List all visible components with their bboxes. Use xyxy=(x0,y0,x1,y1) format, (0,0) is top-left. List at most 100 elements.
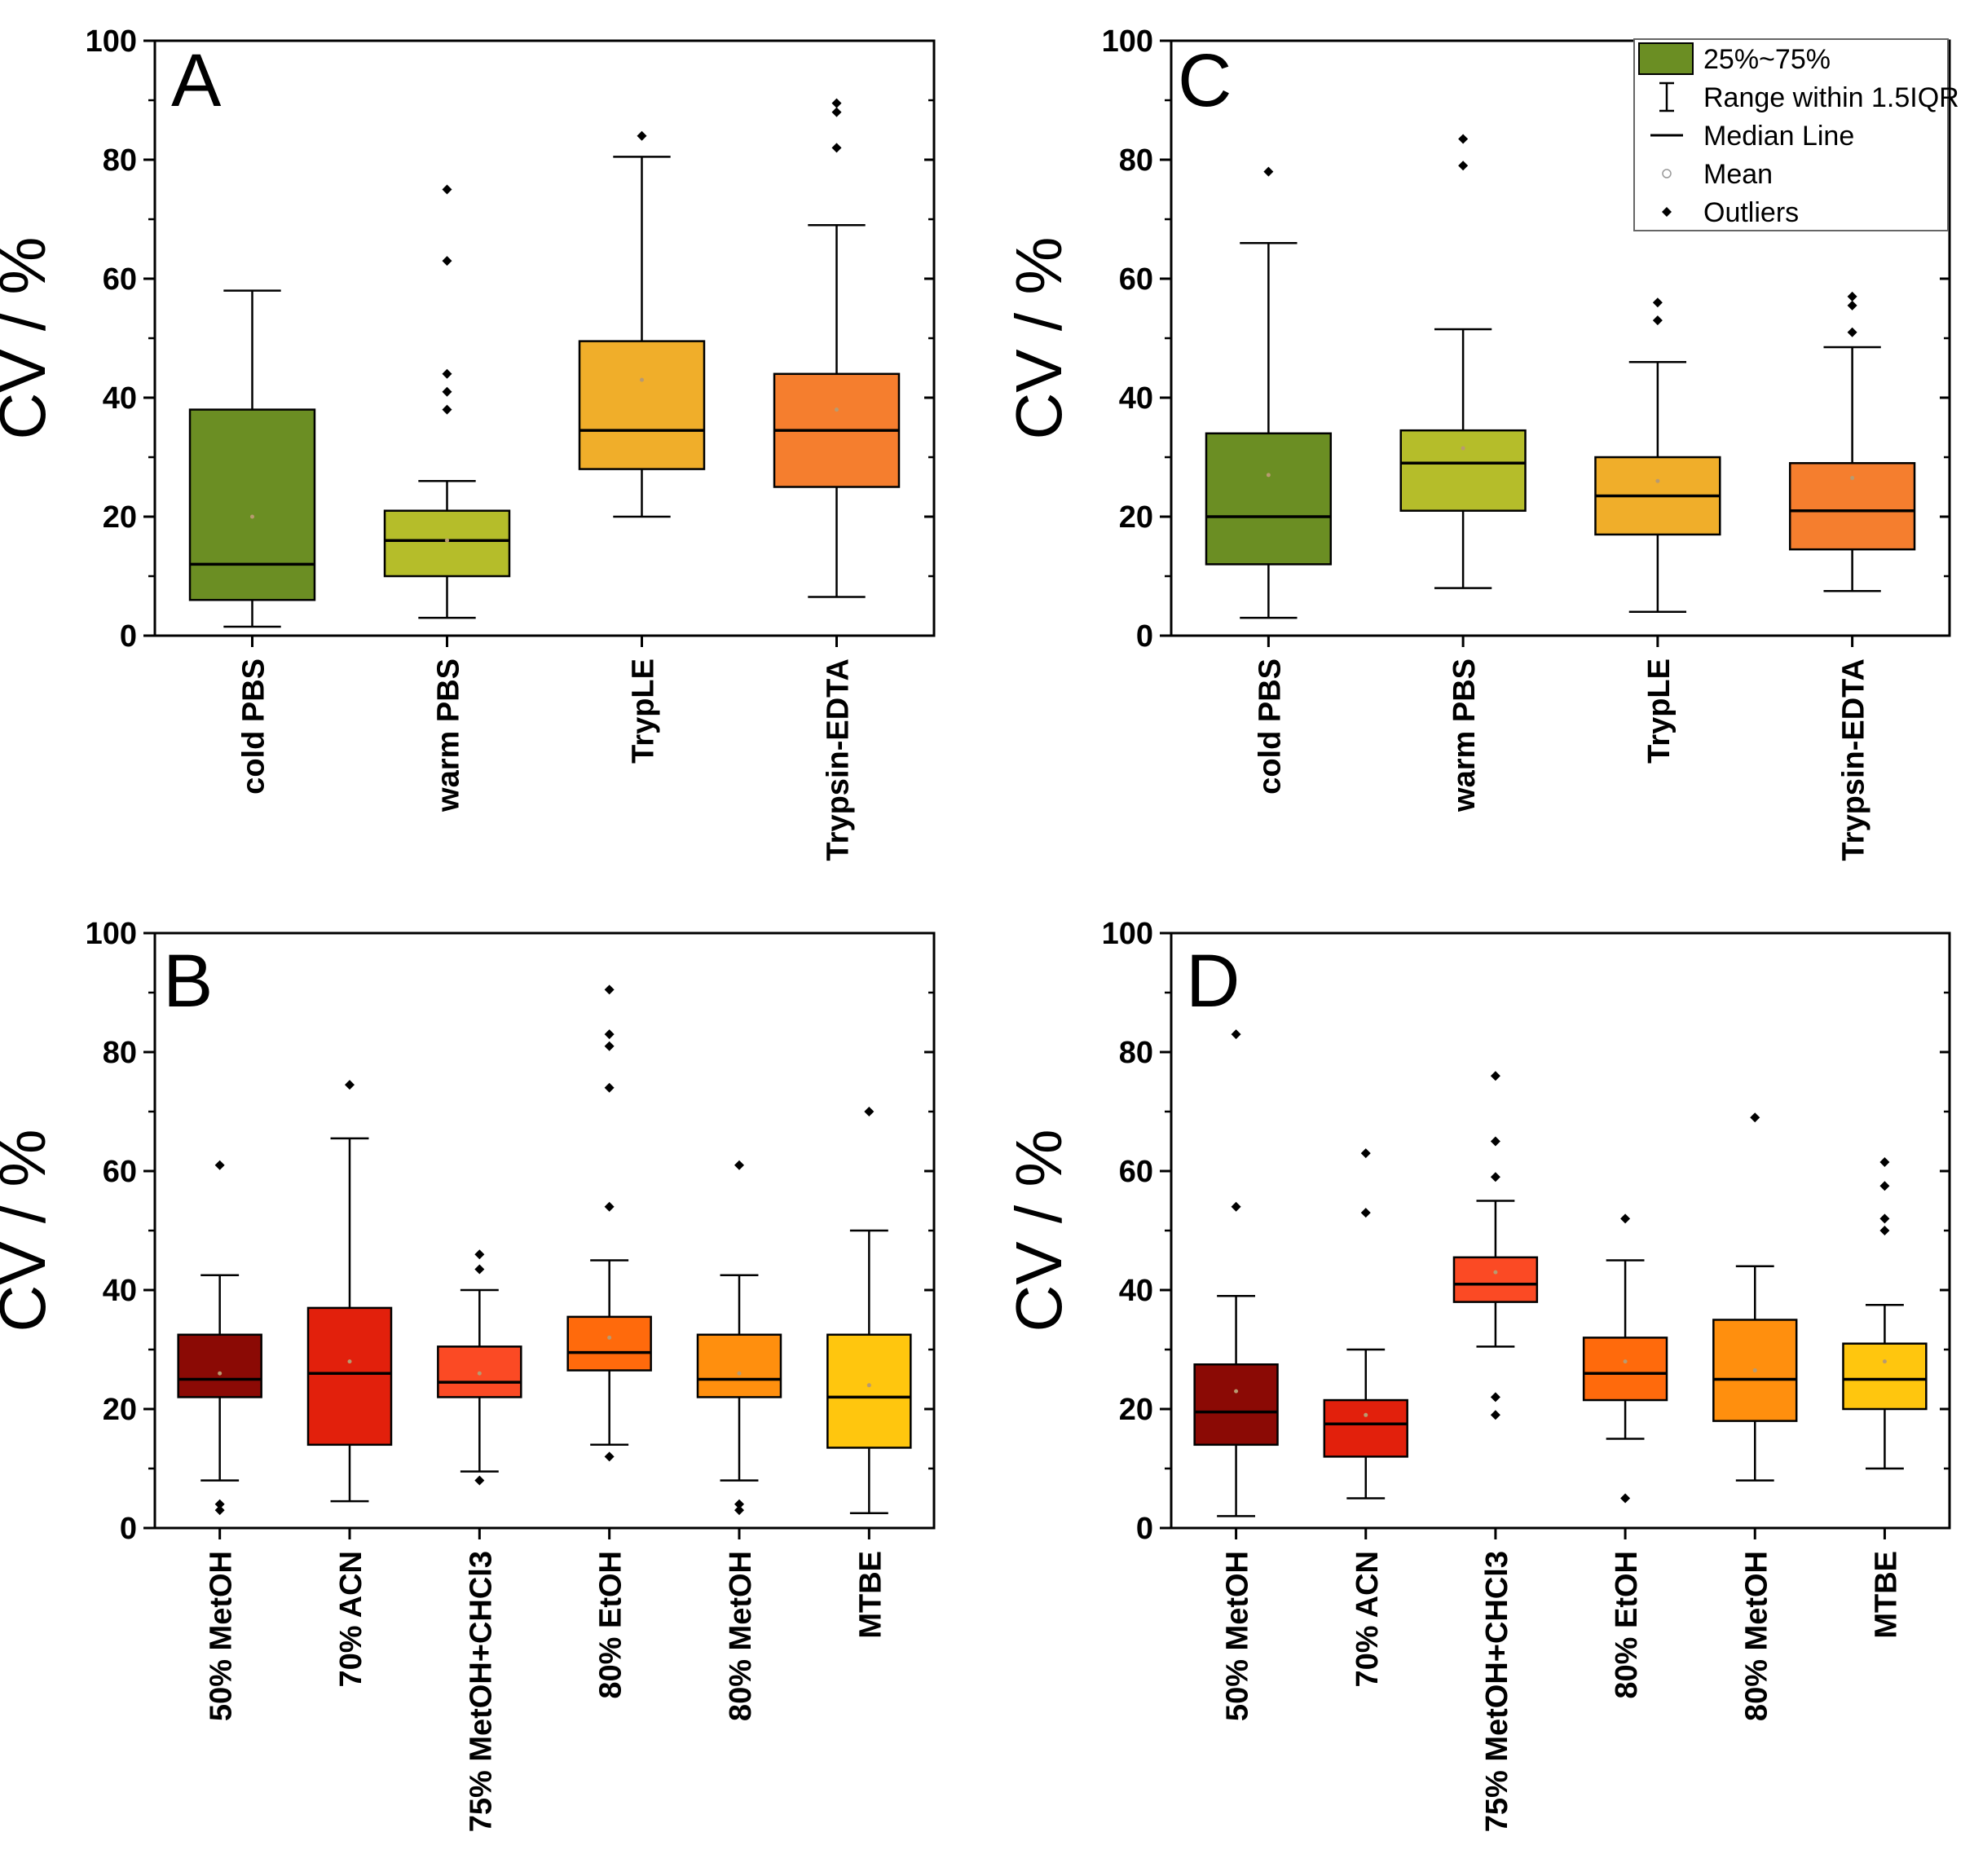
box-75-metoh-chcl3: 75% MetOH+CHCl3 xyxy=(1452,1071,1539,1832)
y-tick-label: 0 xyxy=(120,1512,137,1546)
outlier-point xyxy=(214,1499,225,1509)
outlier-point xyxy=(1652,297,1663,308)
iqr-box xyxy=(1582,1337,1668,1402)
mean-marker xyxy=(1850,476,1855,481)
outlier-point xyxy=(734,1160,744,1170)
panel-c: C 0 20 40 60 80 100 CV / % cold PBS warm PBS TrypL… xyxy=(1002,24,1951,861)
outlier-point xyxy=(474,1264,485,1275)
panel-a: A 0 20 40 60 80 100 CV / % cold PBS warm PBS TrypL… xyxy=(0,24,936,861)
outlier-point xyxy=(1263,166,1274,177)
outlier-point xyxy=(442,184,452,195)
box-swatch-icon xyxy=(1638,42,1694,75)
x-category-label: 50% MetOH xyxy=(1221,1551,1255,1721)
outlier-point xyxy=(1360,1148,1371,1159)
x-category-label: warm PBS xyxy=(432,658,466,812)
iqr-box xyxy=(696,1333,782,1398)
y-tick-label: 80 xyxy=(103,1036,137,1070)
outlier-point xyxy=(864,1107,875,1116)
y-tick-label: 20 xyxy=(1119,1393,1153,1427)
x-category-label: MTBE xyxy=(853,1551,888,1639)
outlier-point xyxy=(1458,134,1469,144)
outlier-point xyxy=(637,130,647,141)
iqr-box xyxy=(1193,1363,1279,1447)
mean-marker xyxy=(1364,1412,1368,1417)
x-category-label: Trypsin-EDTA xyxy=(822,658,856,861)
outlier-diamond-icon xyxy=(1662,207,1672,217)
x-category-label: 70% ACN xyxy=(334,1551,368,1688)
box-mtbe: MTBE xyxy=(826,1107,912,1639)
box-75-metoh-chcl3: 75% MetOH+CHCl3 xyxy=(437,1249,522,1832)
outlier-point xyxy=(474,1475,485,1486)
x-category-label: cold PBS xyxy=(1253,658,1287,795)
legend-item: Outliers xyxy=(1662,197,1799,228)
box-80-etoh: 80% EtOH xyxy=(566,984,652,1699)
panel-label: D xyxy=(1186,940,1240,1023)
legend-label: Median Line xyxy=(1703,121,1854,152)
legend-label: Outliers xyxy=(1703,197,1799,228)
panel-b: B 0 20 40 60 80 100 CV / % 50% MetOH 70% ACN 75% M… xyxy=(0,917,936,1832)
outlier-point xyxy=(474,1249,485,1260)
x-category-label: TrypLE xyxy=(1642,658,1677,764)
outlier-point xyxy=(1458,161,1469,171)
outlier-point xyxy=(1490,1392,1500,1403)
outlier-point xyxy=(1231,1029,1241,1040)
iqr-box xyxy=(1323,1398,1408,1458)
iqr-box xyxy=(306,1306,393,1447)
panel-d: D 0 20 40 60 80 100 CV / % 50% MetOH 70% ACN 75% M… xyxy=(1002,917,1951,1832)
outlier-point xyxy=(1879,1157,1890,1168)
y-axis-label: CV / % xyxy=(0,1130,59,1332)
box-cold-pbs: cold PBS xyxy=(188,289,316,795)
box-50-metoh: 50% MetOH xyxy=(177,1160,262,1721)
y-tick-label: 80 xyxy=(1119,143,1153,178)
y-tick-label: 20 xyxy=(103,1393,137,1427)
mean-marker xyxy=(1752,1368,1757,1373)
box-50-metoh: 50% MetOH xyxy=(1193,1029,1279,1721)
iqr-box xyxy=(177,1333,262,1398)
box-70-acn: 70% ACN xyxy=(306,1080,393,1688)
outlier-point xyxy=(1879,1213,1890,1224)
y-tick-label: 100 xyxy=(86,24,137,59)
whisker-icon xyxy=(1659,81,1674,112)
x-category-label: 70% ACN xyxy=(1351,1551,1385,1688)
x-category-label: 75% MetOH+CHCl3 xyxy=(464,1551,498,1832)
outlier-point xyxy=(1652,315,1663,326)
iqr-box xyxy=(578,340,706,470)
iqr-box xyxy=(383,509,511,578)
outlier-point xyxy=(1879,1226,1890,1235)
y-tick-label: 60 xyxy=(103,1155,137,1189)
box-80-etoh: 80% EtOH xyxy=(1582,1213,1668,1699)
legend-label: Range within 1.5IQR xyxy=(1703,82,1959,113)
mean-marker xyxy=(640,377,644,382)
box-tryple: TrypLE xyxy=(578,130,706,764)
mean-marker xyxy=(218,1371,223,1376)
iqr-box xyxy=(826,1333,912,1449)
box-trypsin-edta: Trypsin-EDTA xyxy=(773,98,901,861)
y-tick-label: 0 xyxy=(120,619,137,654)
y-tick-label: 40 xyxy=(1119,381,1153,416)
outlier-point xyxy=(1847,291,1857,302)
outlier-point xyxy=(604,1082,615,1093)
outlier-point xyxy=(734,1499,744,1509)
outlier-point xyxy=(831,107,842,117)
outlier-point xyxy=(831,143,842,153)
x-category-label: 75% MetOH+CHCl3 xyxy=(1480,1551,1514,1832)
x-category-label: TrypLE xyxy=(627,658,661,764)
y-tick-label: 60 xyxy=(1119,1155,1153,1189)
box-80-metoh: 80% MetOH xyxy=(1712,1112,1798,1721)
y-tick-label: 0 xyxy=(1136,1512,1153,1546)
legend: 25%~75% Range within 1.5IQR Median Line Mea… xyxy=(1633,38,1959,231)
y-tick-label: 40 xyxy=(1119,1274,1153,1308)
outlier-point xyxy=(442,386,452,397)
legend-item: 25%~75% xyxy=(1638,42,1831,75)
mean-marker xyxy=(347,1359,352,1364)
mean-marker xyxy=(1623,1359,1628,1364)
mean-marker xyxy=(1882,1359,1887,1364)
y-tick-label: 100 xyxy=(86,917,137,951)
outlier-point xyxy=(1360,1208,1371,1218)
mean-marker xyxy=(250,514,254,519)
legend-item: Range within 1.5IQR xyxy=(1659,81,1959,113)
y-tick-label: 80 xyxy=(103,143,137,178)
iqr-box xyxy=(1399,429,1527,512)
legend-item: Median Line xyxy=(1650,121,1854,152)
